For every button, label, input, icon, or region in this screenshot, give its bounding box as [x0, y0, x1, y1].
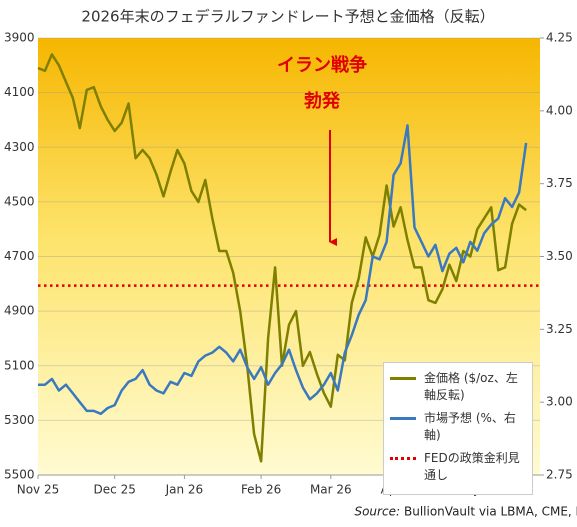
legend: 金価格 ($/oz、左軸反転) 市場予想 (%、右軸) FEDの政策金利見通し [383, 362, 533, 495]
y-tick-label: 5500 [4, 468, 35, 482]
y-tick-label: 4300 [4, 140, 35, 154]
legend-item: 市場予想 (%、右軸) [388, 410, 528, 444]
legend-item: FEDの政策金利見通し [388, 450, 528, 484]
legend-swatch [388, 450, 424, 467]
x-tick-label: Dec 25 [94, 483, 136, 497]
y2-tick-label: 3.50 [546, 249, 573, 263]
series-line [38, 124, 528, 416]
y-tick-label: 3900 [4, 31, 35, 45]
legend-label: FEDの政策金利見通し [424, 451, 520, 482]
y2-tick-label: 4.00 [546, 103, 573, 117]
legend-label: 金価格 ($/oz、左軸反転) [424, 371, 518, 402]
y-tick-label: 4500 [4, 194, 35, 208]
chart-title: 2026年末のフェデラルファンドレート予想と金価格（反転） [81, 8, 494, 26]
annotation: 勃発 [304, 90, 341, 112]
x-tick-label: Jan 26 [165, 483, 204, 497]
y-tick-label: 5300 [4, 413, 35, 427]
annotation: イラン戦争 [277, 54, 367, 76]
x-tick-label: Nov 25 [17, 483, 60, 497]
y-tick-label: 4100 [4, 85, 35, 99]
legend-swatch [388, 370, 424, 387]
x-tick-label: Feb 26 [241, 483, 281, 497]
legend-item: 金価格 ($/oz、左軸反転) [388, 370, 528, 404]
legend-label: 市場予想 (%、右軸) [424, 411, 516, 442]
y-tick-label: 5100 [4, 358, 35, 372]
y2-tick-label: 3.25 [546, 322, 573, 336]
y-tick-label: 4900 [4, 304, 35, 318]
x-tick-label: Mar 26 [310, 483, 352, 497]
y2-tick-label: 4.25 [546, 31, 573, 45]
legend-swatch [388, 410, 424, 427]
y2-tick-label: 3.75 [546, 176, 573, 190]
y-tick-label: 4700 [4, 249, 35, 263]
source-label: Source: [354, 505, 400, 519]
y2-tick-label: 3.00 [546, 395, 573, 409]
y2-tick-label: 2.75 [546, 468, 573, 482]
source: BullionVault via LBMA, CME, FOMC [404, 505, 577, 519]
